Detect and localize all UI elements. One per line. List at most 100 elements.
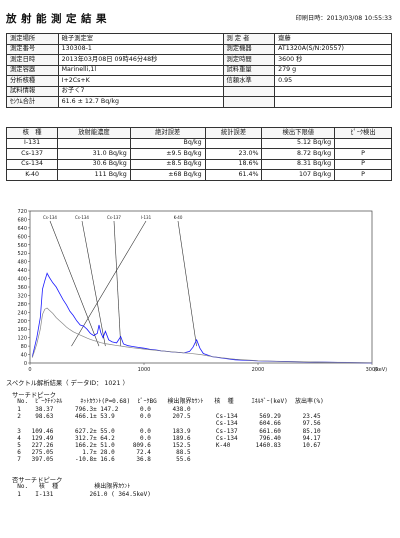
peak-marker-line (177, 220, 197, 347)
peak-marker-label: Cs-134 (43, 215, 57, 220)
peak-marker-label: Cs-137 (107, 215, 121, 220)
y-tick-label: 520 (17, 251, 27, 257)
peak-marker-line (81, 220, 106, 347)
y-tick-label: 360 (17, 285, 27, 291)
nuclide-column-header: ﾋﾟｰｸ検出 (334, 127, 392, 139)
y-tick-label: 440 (17, 268, 27, 274)
y-tick-label: 120 (17, 336, 27, 342)
x-axis-unit: (keV) (374, 367, 387, 373)
y-tick-label: 480 (17, 260, 27, 266)
info-value: 279 g (274, 64, 392, 76)
y-tick-label: 720 (17, 209, 27, 215)
non-search-peaks-header: No. 核 種 検出限界ｶｳﾝﾄ (10, 483, 131, 490)
peak-marker-label: K-40 (174, 215, 183, 220)
info-value: 2013年03月08日 09時46分48秒 (57, 54, 224, 66)
info-row: 測定日時 2013年03月08日 09時46分48秒 測定時間 3600 秒 (6, 54, 392, 66)
nuclide-cell: 8.72 Bq/kg (261, 148, 336, 160)
nuclide-cell: 5.12 Bq/kg (261, 137, 336, 149)
info-label: 測 定 者 (222, 33, 276, 45)
nuclide-row: Cs-137 31.0 Bq/kg ±9.5 Bq/kg 23.0% 8.72 Bq/k… (5, 148, 392, 160)
info-value (274, 85, 392, 97)
nuclide-cell: Cs-137 (5, 148, 59, 160)
nuclide-cell: P (334, 158, 392, 170)
x-tick-label: 1000 (138, 367, 151, 373)
y-tick-label: 0 (24, 361, 27, 367)
peak-row: 1 38.37 796.3± 147.2 0.0 438.0 (10, 406, 191, 413)
y-tick-label: 40 (21, 353, 27, 359)
info-label: ｾｼｳﾑ合計 (6, 96, 59, 108)
y-tick-label: 400 (17, 277, 27, 283)
nuclide-column-header: 統計誤差 (204, 127, 263, 139)
nuclide-cell: K-40 (5, 169, 59, 181)
nuclide-cell (204, 137, 263, 149)
peak-row: 4 129.49 312.7± 64.2 0.0 189.6 Cs-134 79… (10, 434, 321, 442)
search-peaks-label: サーチドピーク (12, 392, 57, 399)
non-search-peaks-list: 1 I-131 261.0 ( 364.5keV) (10, 491, 151, 498)
info-value: 碓子測定室 (57, 33, 224, 45)
info-label (222, 96, 276, 108)
nuclide-column-header: 核 種 (5, 127, 59, 139)
spectrum-series-line (31, 307, 373, 364)
info-label: 測定番号 (6, 43, 59, 55)
nuclide-cell: 107 Bq/kg (261, 169, 336, 181)
peak-row: 1 I-131 261.0 ( 364.5keV) (10, 491, 151, 498)
non-search-peaks-label: 否サーチドピーク (12, 477, 63, 484)
info-label: 測定機器 (222, 43, 276, 55)
y-tick-label: 160 (17, 327, 27, 333)
y-tick-label: 280 (17, 302, 27, 308)
peak-marker-label: Cs-134 (75, 215, 89, 220)
y-tick-label: 560 (17, 243, 27, 249)
peak-row: Cs-134 604.66 97.56 (10, 420, 321, 428)
print-date: 印刷日時：2013/03/08 10:55:33 (295, 15, 392, 22)
info-value: 3600 秒 (274, 54, 392, 66)
nuclide-results-table: 核 種放射能濃度 絶対誤差 統計誤差 検出下限値 ﾋﾟｰｸ検出 I-131 Bq/kg 5.… (5, 127, 392, 181)
nuclide-row: K-40 111 Bq/kg ±68 Bq/kg 61.4% 107 Bq/kg P (5, 169, 392, 181)
info-label: 信頼水準 (222, 75, 276, 87)
peak-marker-line (113, 220, 122, 347)
info-value: 130308-1 (57, 43, 224, 55)
y-tick-label: 80 (21, 344, 27, 350)
y-tick-label: 680 (17, 217, 27, 223)
x-tick-label: 3000 (366, 367, 379, 373)
info-value: AT1320A(S/N:20557) (274, 43, 392, 55)
peak-row: 3 109.46 627.2± 55.0 0.0 183.9 Cs-137 66… (10, 427, 321, 435)
x-tick-label: 2000 (252, 367, 265, 373)
search-peaks-header: No. ﾋﾟｰｸﾁｬﾝﾈﾙ ﾈｯﾄｶｳﾝﾄ(P=0.68) ﾋﾟｰｸBG 検出限… (10, 398, 324, 405)
page-title: 放射能測定結果 (6, 13, 111, 25)
info-value: 61.6 ± 12.7 Bq/kg (57, 96, 224, 108)
nuclide-cell: 18.6% (204, 158, 263, 170)
info-row: 測定容器 Marinelli,1l 試料重量 279 g (6, 64, 392, 76)
nuclide-cell: 8.31 Bq/kg (261, 158, 336, 170)
measurement-info-table: 測定場所 碓子測定室測 定 者齋藤 測定番号 130308-1 測定機器 AT1320A(… (6, 33, 392, 108)
info-label: 試料情報 (6, 85, 59, 97)
spectrum-title: スペクトル解析結果（ データID： 1021 ） (6, 380, 129, 387)
search-peaks-list: 1 38.37 796.3± 147.2 0.0 438.0 2 98.63 4… (10, 406, 321, 464)
nuclide-cell: 23.0% (204, 148, 263, 160)
info-value: I+2Cs+K (57, 75, 224, 87)
nuclide-cell (334, 137, 392, 149)
nuclide-cell: P (334, 169, 392, 181)
info-value (274, 96, 392, 108)
peak-marker-line (71, 220, 147, 347)
nuclide-cell: I-131 (5, 137, 59, 149)
info-value: 0.95 (274, 75, 392, 87)
peak-row: 5 227.26 166.2± 51.0 809.6 152.5 K-40 14… (10, 442, 321, 450)
info-row: 測定場所 碓子測定室測 定 者齋藤 (6, 33, 392, 45)
nuclide-column-header: 検出下限値 (261, 127, 336, 139)
spectrum-series-line (31, 272, 373, 364)
info-label: 測定場所 (6, 33, 59, 45)
peak-row: 6 275.05 1.7± 28.0 72.4 88.5 (10, 449, 191, 457)
nuclide-cell: Bq/kg (129, 137, 206, 149)
info-value: 齋藤 (274, 33, 392, 45)
info-label (222, 85, 276, 97)
peak-marker-line (49, 220, 100, 347)
nuclide-cell: ±8.5 Bq/kg (129, 158, 206, 170)
nuclide-cell: 61.4% (204, 169, 263, 181)
info-row: ｾｼｳﾑ合計 61.6 ± 12.7 Bq/kg (6, 96, 392, 108)
info-label: 測定日時 (6, 54, 59, 66)
info-label: 測定容器 (6, 64, 59, 76)
nuclide-cell: ±9.5 Bq/kg (129, 148, 206, 160)
info-label: 試料重量 (222, 64, 276, 76)
nuclide-cell: Cs-134 (5, 158, 59, 170)
nuclide-row: I-131 Bq/kg 5.12 Bq/kg (5, 137, 392, 149)
